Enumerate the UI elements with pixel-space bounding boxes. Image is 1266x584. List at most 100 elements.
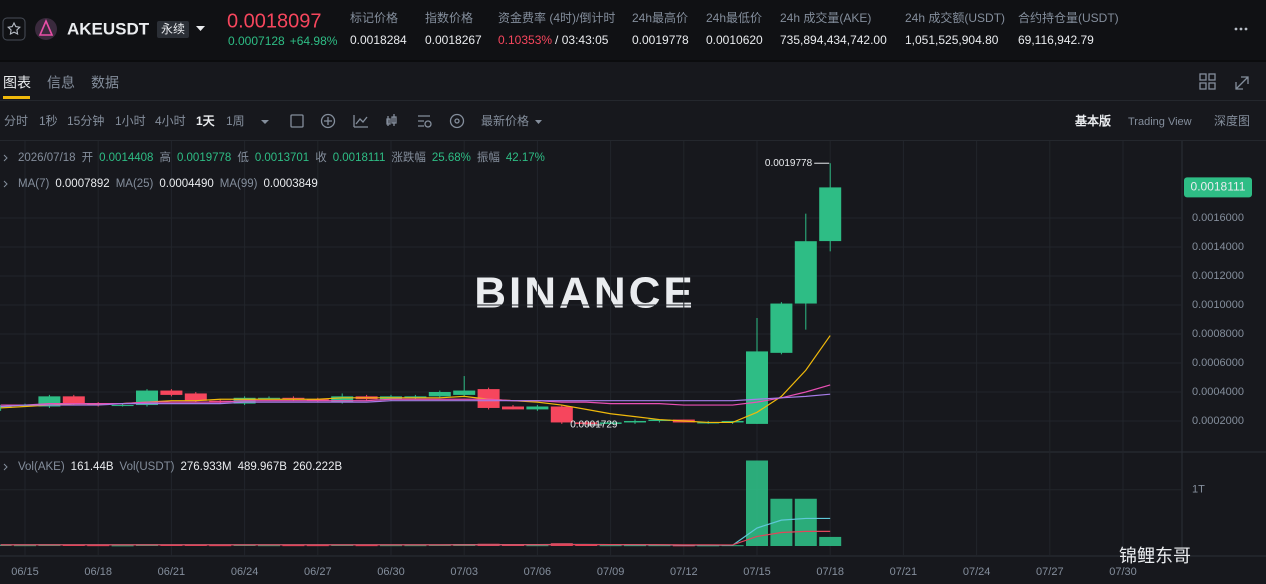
price-type[interactable]: 最新价格 [481, 113, 529, 128]
collapse-arrow[interactable] [3, 154, 8, 162]
icon[interactable] [1199, 82, 1207, 90]
icon[interactable] [1208, 82, 1216, 90]
legend-text: 收 [315, 150, 327, 164]
interval-dropdown[interactable] [261, 120, 269, 124]
separator [0, 140, 1266, 141]
favorite-star[interactable] [2, 17, 26, 41]
volume-bar [282, 545, 305, 547]
icon[interactable] [449, 113, 465, 129]
collapse-arrow[interactable] [3, 180, 8, 188]
dot[interactable] [1244, 27, 1248, 31]
layout-icons[interactable] [1199, 73, 1249, 90]
x-tick-label: 07/15 [743, 566, 771, 578]
candle-body [184, 393, 207, 401]
y-tick-label: 0.0014000 [1192, 241, 1244, 253]
dot[interactable] [1239, 27, 1243, 31]
stat-label: 指数价格 [425, 10, 473, 25]
volume-bar [502, 544, 524, 546]
dot[interactable] [1234, 27, 1238, 31]
interval[interactable]: 分时 [4, 114, 28, 128]
legend-text: 489.967B [238, 461, 288, 473]
candle-body [453, 390, 476, 395]
legend-text: 161.44B [71, 461, 114, 473]
icon[interactable] [424, 120, 432, 128]
tab[interactable]: 图表 [3, 75, 31, 91]
legend-text: 25.68% [432, 152, 471, 164]
volume-bar [355, 545, 378, 547]
interval[interactable]: 15分钟 [67, 113, 104, 128]
view-option[interactable]: 基本版 [1074, 113, 1111, 128]
high-label: 0.0019778 [765, 158, 813, 169]
volume-bar [794, 498, 817, 546]
collapse-arrow[interactable] [3, 463, 8, 471]
volume-bar [258, 545, 280, 547]
candle-body [502, 406, 524, 410]
candle-body [721, 421, 744, 423]
symbol-dropdown[interactable] [196, 26, 205, 31]
icon[interactable] [418, 115, 430, 127]
x-tick-label: 06/15 [11, 566, 39, 578]
interval[interactable]: 1天 [196, 114, 216, 128]
candle-body [428, 392, 451, 397]
tab[interactable]: 数据 [91, 75, 119, 91]
stat-value: 0.0018284 [350, 33, 407, 47]
fullscreen-icon[interactable] [1235, 76, 1249, 90]
icon[interactable] [353, 115, 368, 128]
star-icon[interactable] [7, 21, 21, 36]
stat-value: 0.0019778 [632, 33, 689, 47]
icon[interactable] [386, 114, 397, 126]
view-option[interactable]: Trading View [1128, 116, 1192, 128]
candle-body [282, 397, 305, 400]
y-tick-label: 1T [1192, 484, 1205, 496]
icon[interactable] [290, 114, 304, 128]
icon[interactable] [1208, 73, 1216, 81]
volume-bar [746, 460, 768, 546]
volume-bar [111, 545, 134, 547]
price-type-dropdown[interactable] [535, 120, 542, 124]
tab[interactable]: 信息 [47, 75, 75, 91]
icon[interactable] [324, 117, 332, 125]
interval[interactable]: 1秒 [39, 114, 58, 128]
candle-body [160, 390, 183, 395]
icon[interactable] [1199, 73, 1207, 81]
legend-text: MA(25) [116, 178, 154, 190]
x-tick-label: 07/24 [963, 566, 991, 578]
view-option[interactable]: 深度图 [1214, 113, 1250, 128]
interval[interactable]: 1小时 [115, 114, 146, 128]
y-tick-label: 0.0016000 [1192, 212, 1244, 224]
stat-countdown: / 03:43:05 [555, 33, 609, 47]
volume-bar [209, 545, 232, 547]
plot [0, 141, 1182, 556]
legend-text: 276.933M [180, 461, 231, 473]
legend-text: 0.0007892 [55, 178, 109, 190]
interval[interactable]: 4小时 [155, 114, 186, 128]
coin-logo-mark [38, 18, 54, 36]
last-price-label: 0.0018111 [1191, 180, 1246, 194]
icon[interactable] [320, 113, 336, 129]
volume-bar [819, 536, 842, 546]
legend-text: MA(7) [18, 178, 49, 190]
overlay-watermark: 锦鲤东哥 [1119, 546, 1191, 566]
icon[interactable] [454, 118, 460, 124]
volume-bar [624, 545, 646, 547]
interval-bar: 分时 1秒 15分钟 1小时 4小时 1天 1周 [4, 113, 245, 128]
volume-ma-line [0, 530, 831, 546]
tab-underline [3, 96, 30, 99]
interval[interactable]: 1周 [226, 114, 245, 128]
volume-bar [648, 545, 671, 547]
y-tick-label: 0.0010000 [1192, 299, 1244, 311]
candle-body [770, 303, 793, 353]
star-box[interactable] [2, 17, 26, 41]
tool-icons[interactable] [290, 113, 465, 129]
volume-bar [404, 545, 427, 547]
symbol[interactable]: AKEUSDT [67, 19, 150, 38]
stat-label: 24h最低价 [706, 11, 762, 25]
volume-bar [87, 545, 110, 547]
last-price-tag [1184, 177, 1252, 198]
more-menu[interactable] [1234, 27, 1248, 31]
contract-tag [157, 21, 189, 38]
candle-body [62, 396, 85, 404]
x-tick-label: 06/30 [377, 566, 405, 578]
